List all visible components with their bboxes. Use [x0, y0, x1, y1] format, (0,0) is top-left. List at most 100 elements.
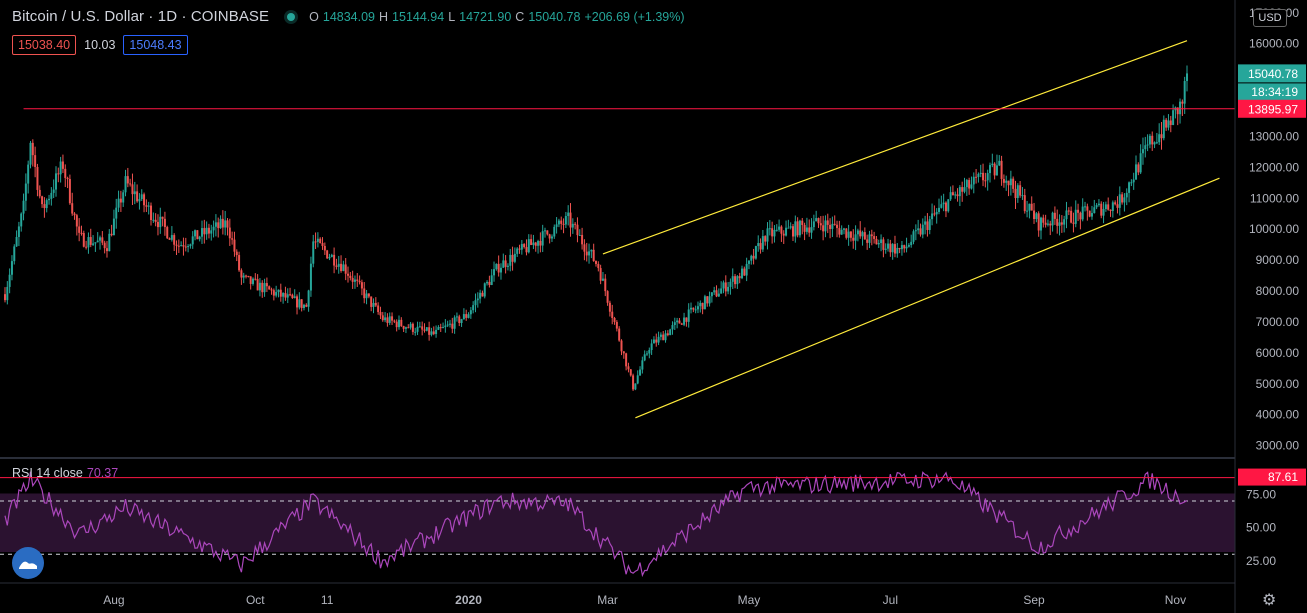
- candle-body: [792, 226, 794, 237]
- rsi-tick-label: 75.00: [1246, 487, 1276, 501]
- candle-body: [38, 189, 41, 197]
- candle-body: [221, 218, 224, 228]
- candle-body: [358, 280, 361, 283]
- candle-body: [1049, 223, 1052, 226]
- candle-body: [972, 176, 975, 185]
- candle-body: [805, 227, 808, 232]
- currency-button[interactable]: USD: [1253, 9, 1287, 27]
- time-axis[interactable]: Aug Oct 11 2020 Mar May Jul Sep Nov: [0, 582, 1235, 607]
- tradingview-logo-icon[interactable]: [12, 547, 44, 579]
- candle-body: [685, 317, 688, 322]
- channel-trendline-1[interactable]: [602, 40, 1188, 255]
- candle-body: [108, 233, 111, 252]
- sell-button[interactable]: 15038.40: [12, 35, 77, 55]
- candle-body: [85, 246, 88, 248]
- candle-body: [367, 293, 370, 297]
- candle-body: [838, 228, 841, 235]
- candle-body: [101, 237, 104, 243]
- rsi-legend[interactable]: RSI 14 close 70.37: [12, 466, 118, 480]
- candle-body: [451, 323, 454, 329]
- candle-body: [242, 275, 245, 278]
- candle-body: [1095, 205, 1098, 208]
- candle-body: [78, 226, 81, 233]
- candle-body: [92, 243, 95, 245]
- rsi-value: 70.37: [86, 466, 119, 480]
- candle-body: [138, 199, 141, 202]
- candle-body: [497, 263, 500, 273]
- candle-body: [687, 309, 690, 322]
- candle-body: [982, 172, 985, 181]
- candle-body: [787, 227, 790, 229]
- candle-body: [861, 232, 864, 237]
- bar-countdown-tag-bg: [1238, 83, 1306, 101]
- candle-body: [778, 226, 781, 230]
- candle-body: [1114, 202, 1117, 205]
- candle-body: [701, 302, 704, 310]
- candle-body: [866, 239, 869, 243]
- candle-body: [29, 142, 32, 165]
- candle-body: [759, 243, 762, 250]
- candle-body: [1037, 213, 1040, 231]
- candle-body: [613, 317, 616, 322]
- candle-body: [10, 261, 13, 275]
- candle-body: [931, 213, 934, 220]
- candle-body: [110, 233, 113, 236]
- change-value: +206.69 (+1.39%): [584, 9, 685, 24]
- candle-body: [657, 336, 660, 343]
- candle-body: [722, 282, 725, 289]
- candle-body: [1028, 203, 1031, 211]
- candle-body: [887, 243, 890, 249]
- candle-body: [650, 343, 653, 351]
- candle-body: [567, 212, 570, 217]
- candle-body: [836, 224, 839, 229]
- rsi-line: [4, 471, 1188, 578]
- candle-body: [831, 223, 834, 229]
- candle-body: [418, 326, 421, 328]
- candle-body: [22, 200, 25, 214]
- candle-body: [391, 316, 394, 321]
- candle-body: [1155, 142, 1158, 144]
- price-tick-label: 16000.00: [1249, 37, 1299, 51]
- candle-body: [365, 293, 368, 299]
- candle-body: [238, 255, 241, 271]
- price-axis[interactable]: 17000.0016000.0015000.0014000.0013000.00…: [1234, 0, 1307, 613]
- candle-body: [604, 278, 607, 292]
- candle-body: [789, 226, 792, 228]
- candle-body: [145, 205, 148, 207]
- candle-body: [768, 228, 771, 230]
- candle-body: [177, 245, 180, 247]
- channel-trendline-2[interactable]: [635, 177, 1220, 419]
- candle-body: [910, 241, 913, 246]
- candle-body: [516, 248, 519, 254]
- candle-body: [247, 275, 250, 277]
- candle-body: [708, 296, 711, 304]
- candle-body: [205, 227, 208, 235]
- candle-body: [562, 223, 565, 225]
- candle-body: [57, 173, 60, 175]
- candle-body: [61, 161, 64, 169]
- candle-body: [771, 228, 774, 237]
- candle-body: [645, 353, 648, 355]
- candle-body: [527, 239, 530, 253]
- candle-body: [400, 319, 403, 327]
- candle-body: [34, 155, 37, 167]
- candle-body: [384, 317, 387, 321]
- candle-body: [1044, 222, 1047, 225]
- candle-body: [870, 234, 873, 237]
- candle-body: [1065, 210, 1068, 220]
- symbol-title[interactable]: Bitcoin / U.S. Dollar · 1D · COINBASE: [12, 8, 270, 25]
- candle-body: [17, 226, 20, 238]
- buy-button[interactable]: 15048.43: [123, 35, 188, 55]
- candle-body: [490, 275, 493, 285]
- candle-body: [782, 233, 785, 236]
- candle-body: [801, 220, 804, 225]
- candle-body: [794, 221, 797, 237]
- settings-gear-icon[interactable]: ⚙: [1262, 592, 1277, 609]
- candle-body: [926, 221, 929, 231]
- candle-body: [678, 320, 681, 324]
- candle-body: [961, 187, 964, 192]
- candle-body: [629, 369, 632, 376]
- candle-body: [233, 239, 236, 252]
- candle-body: [284, 292, 287, 298]
